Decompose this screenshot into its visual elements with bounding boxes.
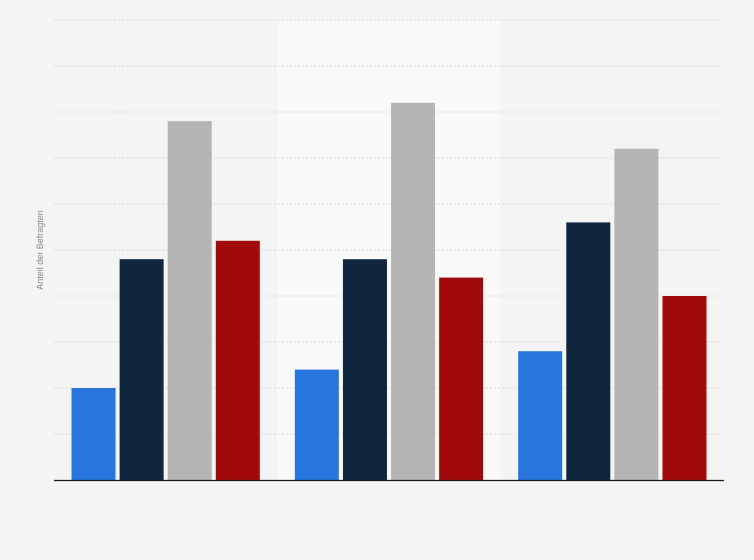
bar-group-3-series-4[interactable] — [662, 296, 707, 480]
bars — [71, 102, 707, 481]
bar-group-3-series-3[interactable] — [614, 148, 659, 481]
bar-group-1-series-2[interactable] — [119, 259, 164, 480]
bar-group-1-series-1[interactable] — [71, 388, 116, 480]
bar-group-3-series-2[interactable] — [566, 222, 611, 480]
bar-group-3-series-1[interactable] — [518, 351, 563, 480]
bar-group-2-series-1[interactable] — [294, 369, 339, 480]
bar-group-1-series-3[interactable] — [167, 121, 212, 480]
bar-group-2-series-2[interactable] — [342, 259, 387, 480]
y-axis-label: Anteil der Befragten — [35, 210, 45, 290]
bar-group-1-series-4[interactable] — [215, 240, 260, 480]
bar-group-2-series-3[interactable] — [391, 102, 436, 481]
bar-group-2-series-4[interactable] — [439, 277, 484, 480]
